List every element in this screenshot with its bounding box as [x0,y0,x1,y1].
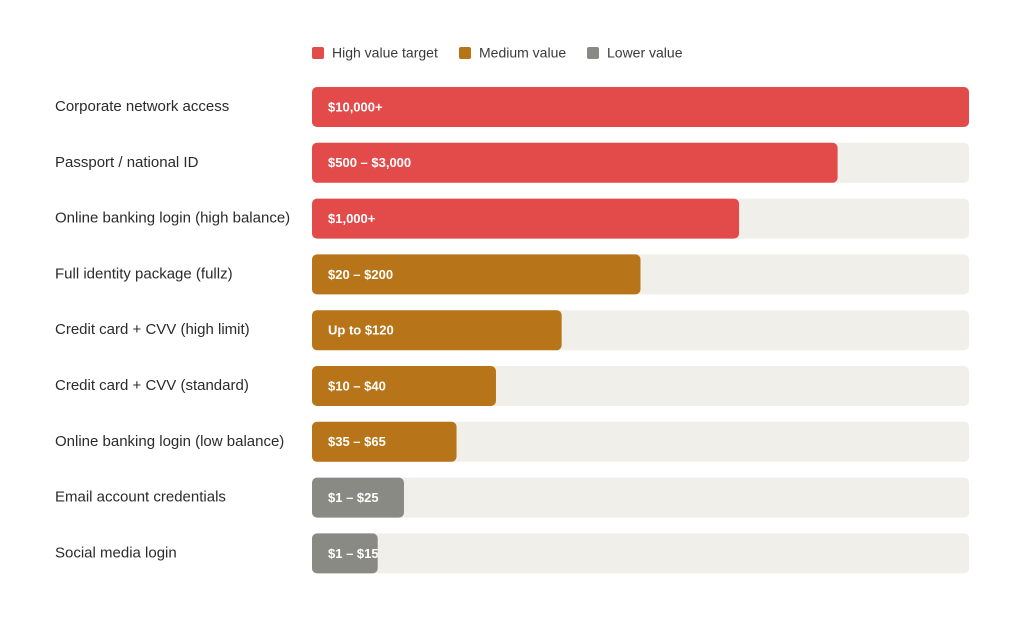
bar [312,477,404,518]
bar-track [312,533,969,574]
category-label: Social media login [55,544,177,561]
bar [312,198,740,239]
category-label: Corporate network access [55,98,229,115]
bar-track [312,477,969,518]
bar-value-label: $35 – $65 [328,434,386,449]
legend-label: High value target [332,45,438,61]
category-label: Passport / national ID [55,154,199,171]
legend-label: Medium value [479,45,566,61]
bar-value-label: $1 – $15 [328,546,379,561]
bar [312,87,969,127]
category-label: Email account credentials [55,489,226,506]
legend-swatch [312,47,324,59]
bar-value-label: $1,000+ [328,211,376,226]
bar [312,142,838,183]
bar-value-label: $500 – $3,000 [328,155,411,170]
legend-swatch [459,47,471,59]
bar-value-label: $1 – $25 [328,490,379,505]
bar-value-label: Up to $120 [328,323,394,338]
bar [312,421,457,462]
bar-value-label: $10 – $40 [328,378,386,393]
bar [312,254,641,295]
bar [312,533,378,574]
bar-value-label: $10,000+ [328,99,383,114]
bar [312,310,562,351]
category-label: Credit card + CVV (high limit) [55,321,250,338]
category-label: Online banking login (high balance) [55,210,290,227]
category-label: Credit card + CVV (standard) [55,377,249,394]
legend-swatch [587,47,599,59]
bar-track [312,421,969,462]
bar [312,366,496,406]
legend-label: Lower value [607,45,683,61]
category-label: Full identity package (fullz) [55,265,233,282]
category-label: Online banking login (low balance) [55,433,284,450]
bar-value-label: $20 – $200 [328,267,393,282]
